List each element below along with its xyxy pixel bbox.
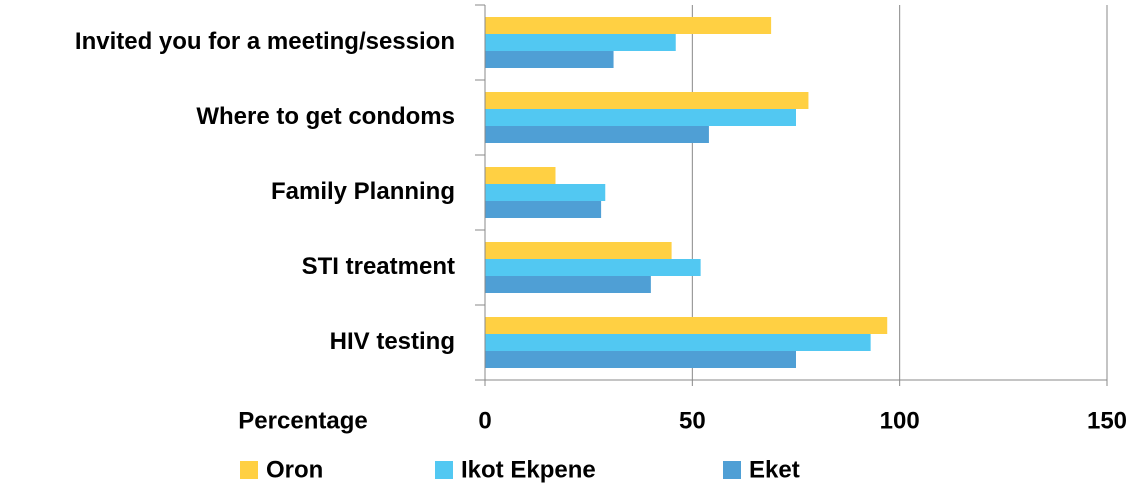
legend-label: Ikot Ekpene [461,456,596,483]
y-tick-label: Where to get condoms [196,103,455,130]
y-tick-label: Family Planning [271,178,455,205]
legend-swatch [240,461,258,479]
x-tick-label: 0 [478,407,491,434]
bar [485,92,809,109]
bar [485,201,602,218]
bar [485,126,709,143]
x-axis-title: Percentage [238,407,367,434]
legend-label: Oron [266,456,323,483]
bar [485,259,701,276]
x-tick-label: 50 [679,407,706,434]
legend-label: Eket [749,456,800,483]
bar [485,242,672,259]
y-tick-label: HIV testing [330,328,455,355]
bar [485,34,676,51]
bar [485,109,796,126]
x-tick-label: 100 [880,407,920,434]
bar [485,17,772,34]
bar [485,167,556,184]
bar [485,276,651,293]
y-tick-label: STI treatment [302,253,455,280]
bar [485,351,796,368]
bar [485,334,871,351]
legend-swatch [435,461,453,479]
bar [485,184,606,201]
bar [485,51,614,68]
y-tick-label: Invited you for a meeting/session [75,28,455,55]
legend-swatch [723,461,741,479]
x-tick-label: 150 [1087,407,1127,434]
bar [485,317,888,334]
